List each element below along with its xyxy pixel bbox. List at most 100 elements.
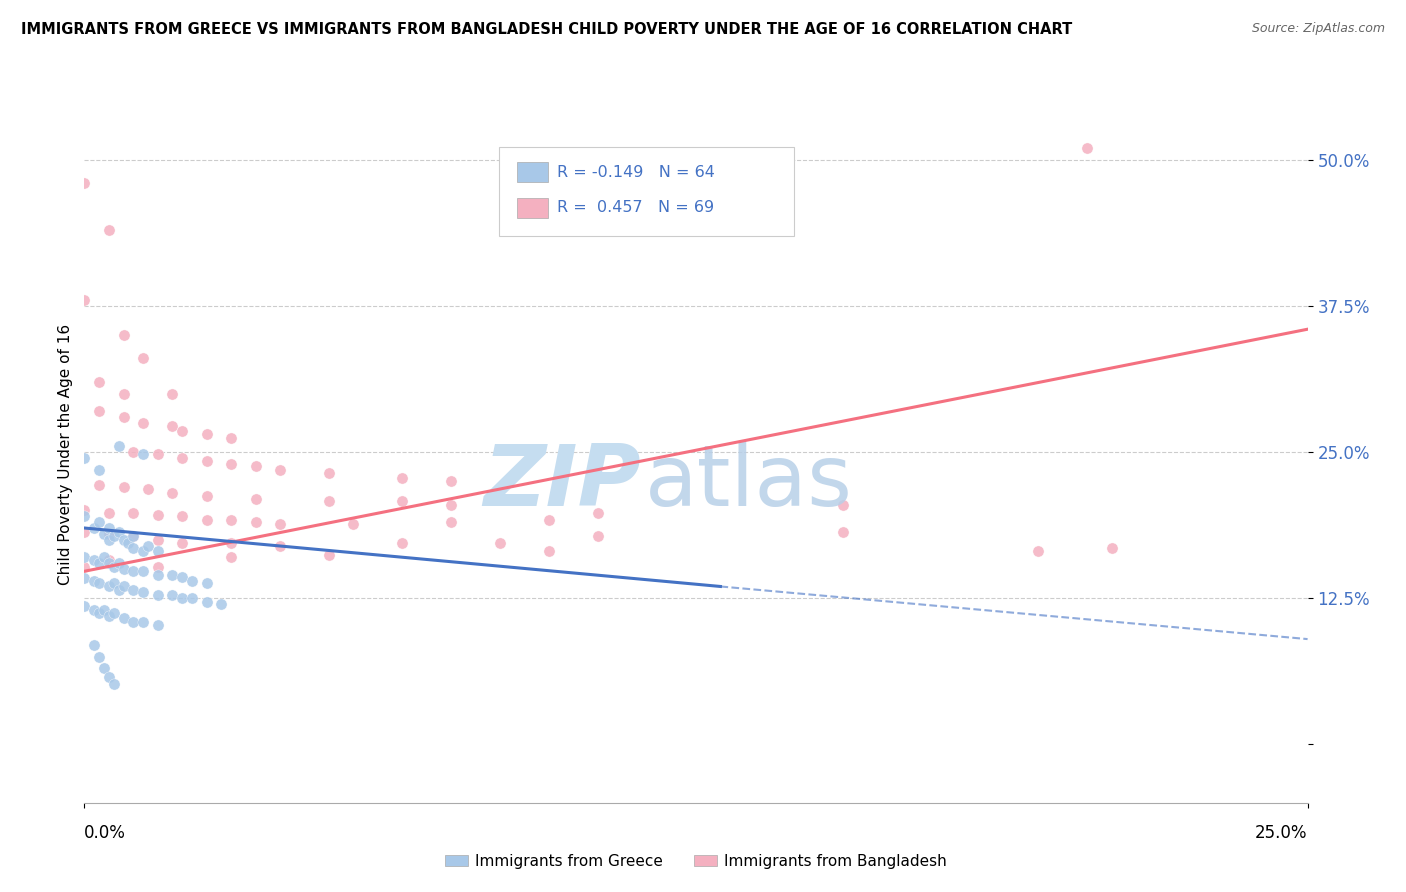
Point [162, 588, 184, 602]
Point [1028, 544, 1050, 558]
Point [87, 607, 110, 621]
Point [831, 524, 853, 539]
Point [132, 585, 155, 599]
Point [97, 526, 120, 541]
Point [318, 494, 340, 508]
Point [122, 541, 145, 555]
Point [112, 562, 135, 576]
Point [112, 328, 135, 343]
Point [172, 450, 194, 465]
Point [136, 539, 159, 553]
Point [132, 544, 155, 558]
Point [195, 454, 218, 468]
Point [97, 521, 120, 535]
Point [93, 550, 115, 565]
Point [132, 564, 155, 578]
Point [440, 474, 463, 488]
Point [87, 477, 110, 491]
Point [87, 576, 110, 591]
Point [103, 676, 125, 690]
Point [73, 550, 96, 565]
Point [318, 466, 340, 480]
Point [318, 548, 340, 562]
Point [97, 506, 120, 520]
Point [73, 559, 96, 574]
Point [83, 638, 105, 652]
Point [195, 427, 218, 442]
Point [107, 524, 129, 539]
Point [97, 579, 120, 593]
Point [73, 599, 96, 614]
Point [97, 608, 120, 623]
Point [97, 552, 120, 566]
Point [1101, 541, 1123, 555]
Text: 0.0%: 0.0% [84, 824, 127, 842]
Point [172, 570, 194, 584]
Point [219, 457, 242, 471]
Point [219, 536, 242, 550]
Point [172, 536, 194, 550]
Point [269, 539, 291, 553]
Point [440, 498, 463, 512]
Point [219, 550, 242, 565]
Point [93, 526, 115, 541]
Point [391, 536, 413, 550]
Point [132, 416, 155, 430]
Point [132, 447, 155, 461]
Point [107, 439, 129, 453]
Point [162, 486, 184, 500]
Point [97, 669, 120, 683]
Point [73, 509, 96, 524]
Point [181, 574, 204, 588]
Point [112, 409, 135, 424]
Point [195, 490, 218, 504]
Point [219, 513, 242, 527]
Point [489, 536, 512, 550]
Point [87, 404, 110, 418]
Point [97, 556, 120, 570]
Point [97, 533, 120, 547]
Point [97, 223, 120, 237]
Text: atlas: atlas [644, 442, 852, 524]
Point [245, 515, 267, 529]
Legend: Immigrants from Greece, Immigrants from Bangladesh: Immigrants from Greece, Immigrants from … [439, 848, 953, 875]
Point [162, 386, 184, 401]
Point [73, 176, 96, 190]
Point [122, 529, 145, 543]
Point [107, 582, 129, 597]
Point [103, 607, 125, 621]
Point [162, 567, 184, 582]
Point [245, 491, 267, 506]
Point [219, 431, 242, 445]
Point [83, 521, 105, 535]
Point [146, 533, 169, 547]
Point [112, 533, 135, 547]
Point [172, 509, 194, 524]
Point [146, 447, 169, 461]
Point [195, 576, 218, 591]
Point [83, 574, 105, 588]
Point [132, 351, 155, 366]
Point [538, 513, 561, 527]
Point [122, 615, 145, 629]
Point [73, 293, 96, 307]
Text: R =  0.457   N = 69: R = 0.457 N = 69 [557, 201, 714, 215]
Point [122, 445, 145, 459]
Point [122, 564, 145, 578]
Point [87, 556, 110, 570]
Point [107, 556, 129, 570]
Point [132, 615, 155, 629]
Point [209, 597, 232, 611]
Point [112, 579, 135, 593]
Point [391, 494, 413, 508]
Point [73, 571, 96, 585]
Point [103, 576, 125, 591]
Point [245, 458, 267, 473]
Point [391, 471, 413, 485]
Point [87, 515, 110, 529]
Text: Source: ZipAtlas.com: Source: ZipAtlas.com [1251, 22, 1385, 36]
Point [93, 603, 115, 617]
Point [269, 517, 291, 532]
Point [172, 424, 194, 438]
Point [489, 491, 512, 506]
